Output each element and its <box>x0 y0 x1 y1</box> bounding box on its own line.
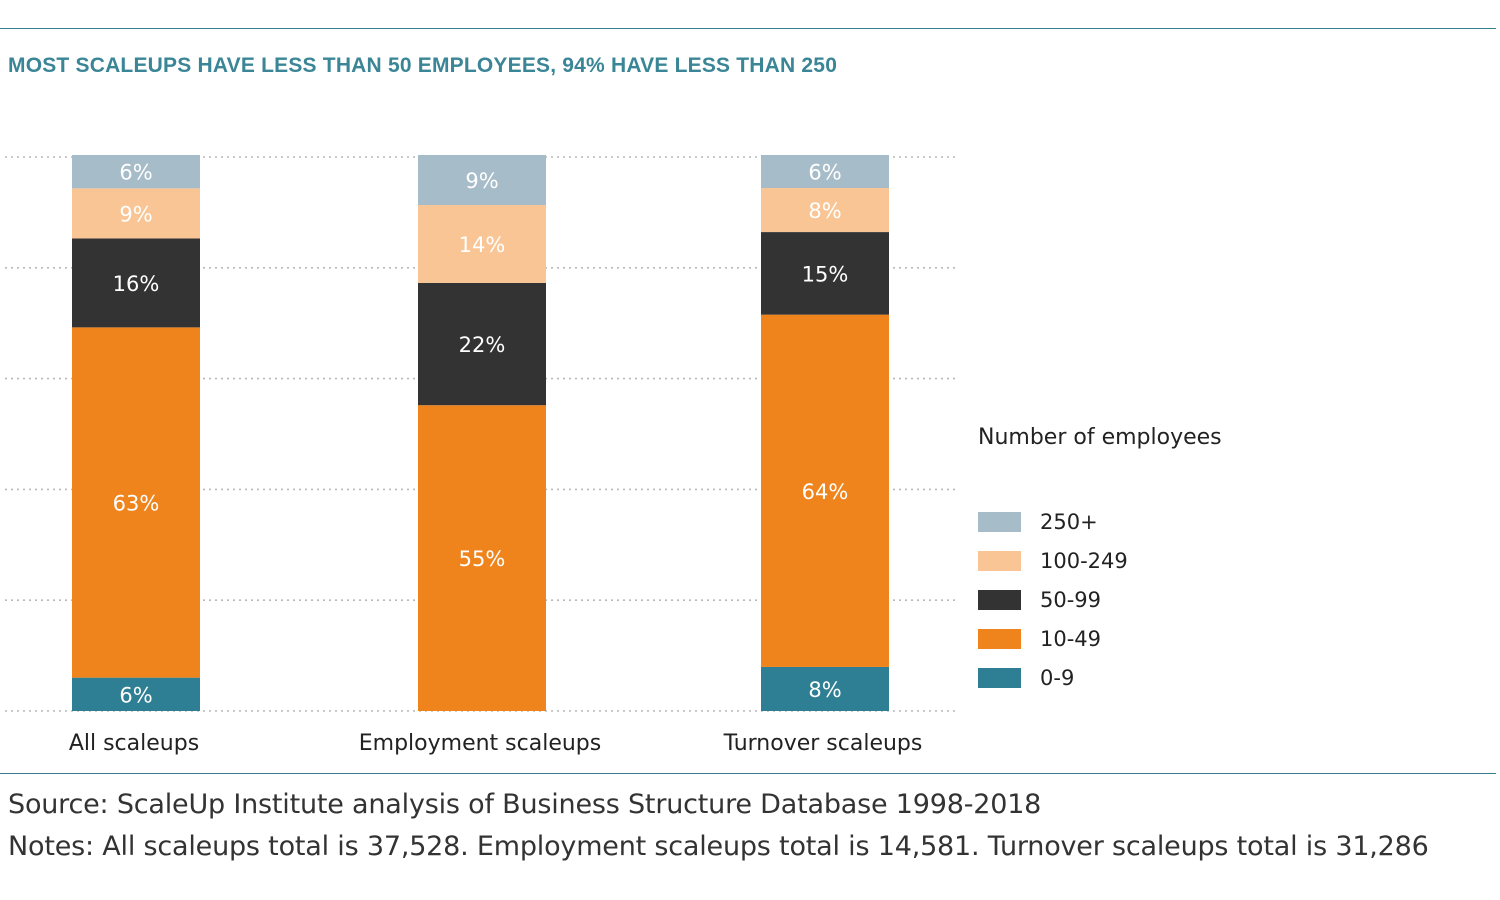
bar-segment-turnover-scaleups-10-49 <box>761 314 889 667</box>
data-label-employment-scaleups-250: 9% <box>465 169 498 193</box>
legend-item-100-249: 100-249 <box>978 549 1128 573</box>
legend: Number of employees 250+ 100-249 50-99 10-4… <box>978 425 1222 690</box>
data-label-all-scaleups-50-99: 16% <box>113 272 160 296</box>
data-label-turnover-scaleups-250: 6% <box>808 161 841 185</box>
data-label-turnover-scaleups-10-49: 64% <box>802 480 849 504</box>
legend-item-10-49: 10-49 <box>978 627 1102 651</box>
legend-swatch <box>978 668 1021 688</box>
data-label-employment-scaleups-10-49: 55% <box>459 547 506 571</box>
data-label-all-scaleups-0-9: 6% <box>119 683 152 707</box>
bar-segment-turnover-scaleups-100-249 <box>761 188 889 233</box>
bar-segment-all-scaleups-50-99 <box>72 238 200 328</box>
legend-swatch <box>978 551 1021 571</box>
data-label-employment-scaleups-50-99: 22% <box>459 333 506 357</box>
bar-segment-all-scaleups-10-49 <box>72 327 200 678</box>
data-label-employment-scaleups-100-249: 14% <box>459 233 506 257</box>
bar-segment-turnover-scaleups-250 <box>761 155 889 189</box>
data-label-turnover-scaleups-100-249: 8% <box>808 199 841 223</box>
top-rule <box>0 28 1496 29</box>
data-label-turnover-scaleups-0-9: 8% <box>808 678 841 702</box>
bar-segment-all-scaleups-100-249 <box>72 188 200 239</box>
category-label-turnover-scaleups: Turnover scaleups <box>723 731 923 756</box>
source-note: Source: ScaleUp Institute analysis of Bu… <box>8 789 1042 820</box>
chart-title: MOST SCALEUPS HAVE LESS THAN 50 EMPLOYEE… <box>8 54 838 77</box>
bar-segment-turnover-scaleups-50-99 <box>761 232 889 315</box>
data-label-all-scaleups-250: 6% <box>119 161 152 185</box>
category-label-all-scaleups: All scaleups <box>69 731 199 756</box>
bar-segment-employment-scaleups-10-49 <box>418 405 546 711</box>
legend-label: 250+ <box>1040 510 1098 534</box>
category-label-employment-scaleups: Employment scaleups <box>359 731 601 756</box>
legend-item-250: 250+ <box>978 510 1098 534</box>
bar-segment-employment-scaleups-100-249 <box>418 205 546 283</box>
bar-segment-all-scaleups-0-9 <box>72 677 200 711</box>
bar-segment-employment-scaleups-50-99 <box>418 282 546 406</box>
legend-swatch <box>978 629 1021 649</box>
bar-segment-all-scaleups-250 <box>72 155 200 189</box>
notes-note: Notes: All scaleups total is 37,528. Emp… <box>8 831 1429 862</box>
data-label-all-scaleups-100-249: 9% <box>119 202 152 226</box>
legend-label: 10-49 <box>1040 627 1102 651</box>
bar-segment-employment-scaleups-250 <box>418 155 546 206</box>
data-label-turnover-scaleups-50-99: 15% <box>802 262 849 286</box>
legend-swatch <box>978 512 1021 532</box>
data-label-all-scaleups-10-49: 63% <box>113 492 160 516</box>
legend-label: 50-99 <box>1040 588 1102 612</box>
legend-label: 100-249 <box>1040 549 1128 573</box>
legend-title: Number of employees <box>978 425 1222 450</box>
legend-label: 0-9 <box>1040 666 1075 690</box>
bar-segment-turnover-scaleups-0-9 <box>761 666 889 711</box>
legend-swatch <box>978 590 1021 610</box>
legend-item-50-99: 50-99 <box>978 588 1102 612</box>
legend-item-0-9: 0-9 <box>978 666 1075 690</box>
bottom-rule <box>0 773 1496 774</box>
